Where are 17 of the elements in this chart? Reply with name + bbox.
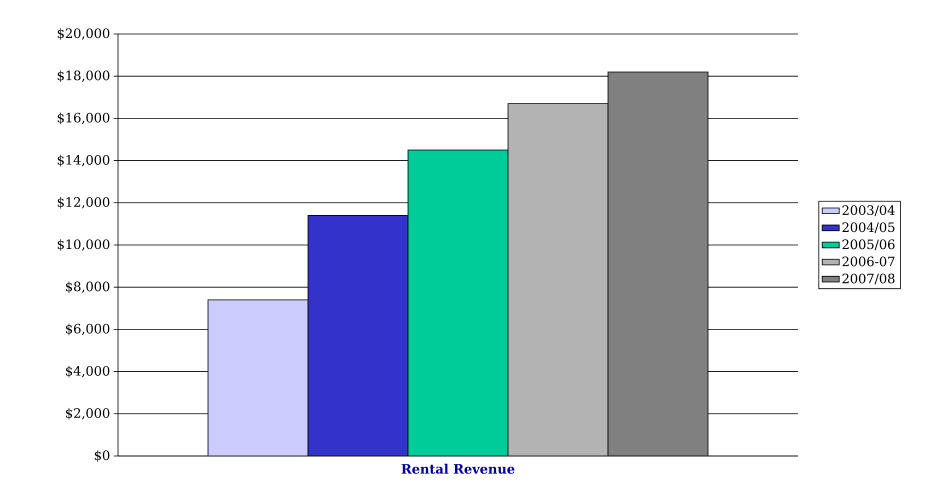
y-tick-label: $10,000 bbox=[58, 239, 110, 251]
y-tick-label: $2,000 bbox=[66, 408, 110, 420]
y-tick-label: $0 bbox=[94, 450, 110, 462]
y-tick-label: $8,000 bbox=[66, 281, 110, 294]
legend-label: 2007/08 bbox=[842, 274, 895, 284]
legend-label: 2003/04 bbox=[842, 205, 895, 216]
y-tick-label: $20,000 bbox=[58, 28, 110, 40]
x-tick-label: Rental Revenue bbox=[402, 464, 514, 474]
y-tick-label: $18,000 bbox=[58, 70, 110, 82]
y-tick-label: $14,000 bbox=[58, 154, 110, 166]
y-tick-label: $16,000 bbox=[58, 112, 110, 124]
y-tick-label: $6,000 bbox=[66, 324, 110, 336]
y-tick-label: $12,000 bbox=[58, 196, 110, 209]
legend-label: 2006-07 bbox=[842, 256, 894, 266]
legend-label: 2004/05 bbox=[842, 222, 894, 234]
y-tick-label: $4,000 bbox=[66, 366, 110, 378]
legend-label: 2005/06 bbox=[842, 239, 895, 250]
